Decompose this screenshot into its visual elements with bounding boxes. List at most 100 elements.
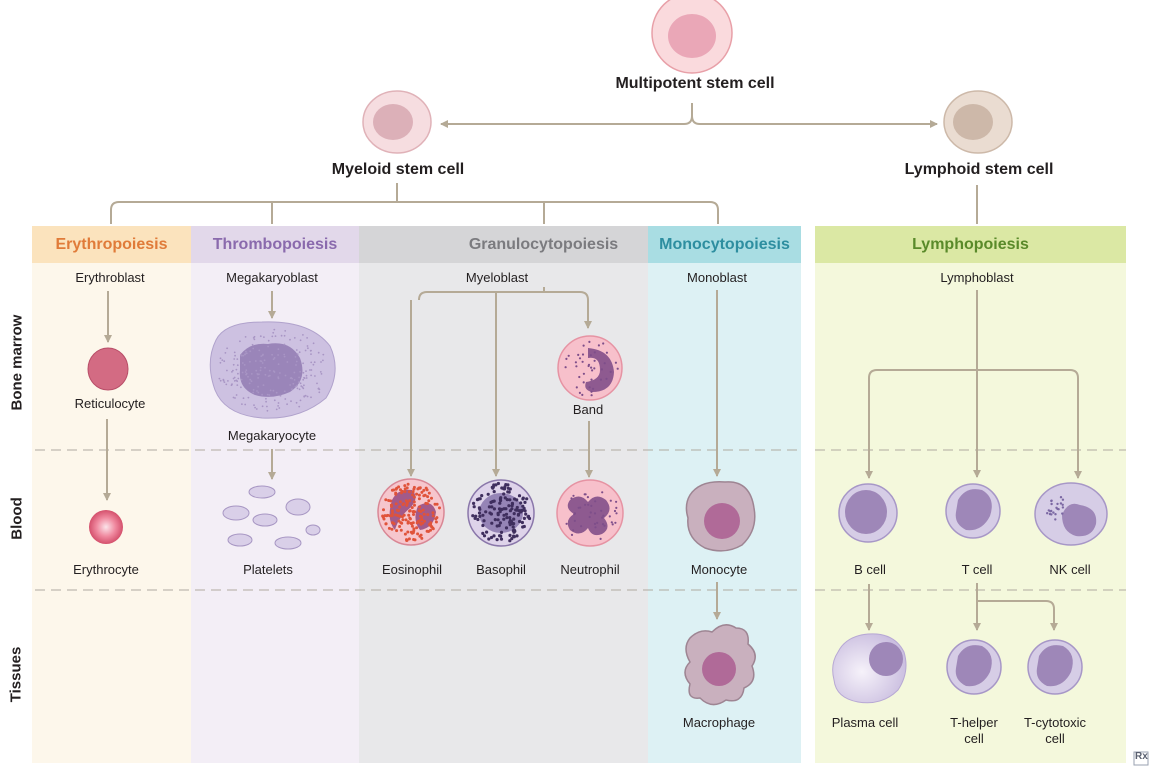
eosinophil-granule	[405, 539, 409, 542]
eosinophil-granule	[417, 509, 421, 513]
megakaryocyte-granule	[245, 369, 248, 372]
megakaryocyte-granule	[296, 384, 298, 387]
megakaryocyte-granule	[222, 378, 225, 381]
basophil-granule	[477, 497, 481, 501]
eosinophil-granule	[410, 524, 414, 528]
erythrocyte-label: Erythrocyte	[73, 562, 139, 577]
myeloid-stem-cell-icon	[362, 90, 432, 154]
band-granule	[581, 353, 585, 356]
neutrophil-granule	[580, 525, 583, 528]
neutrophil-granule	[572, 529, 575, 532]
megakaryocyte-granule	[317, 387, 320, 390]
eosinophil-granule	[394, 502, 398, 506]
basophil-granule	[504, 483, 508, 487]
megakaryocyte-granule	[254, 360, 257, 362]
neutrophil-granule	[590, 504, 593, 507]
megakaryocyte-granule	[295, 360, 298, 363]
basophil-granule	[497, 524, 501, 528]
basophil-granule	[495, 538, 499, 542]
nk-cell-granule	[1059, 502, 1063, 505]
band-granule	[581, 360, 584, 363]
megakaryocyte-granule	[233, 376, 236, 379]
b-cell-label: B cell	[854, 562, 886, 577]
lymphopoiesis-header: Lymphopoiesis	[815, 226, 1126, 263]
megakaryocyte-granule	[320, 373, 323, 375]
eosinophil-granule	[407, 537, 411, 541]
plasma-cell-label: Plasma cell	[831, 715, 899, 730]
eosinophil-granule	[429, 522, 432, 526]
neutrophil-granule	[601, 523, 605, 526]
eosinophil-granule	[415, 521, 419, 525]
megakaryocyte-granule	[257, 377, 259, 379]
megakaryocyte-granule	[253, 404, 255, 406]
megakaryocyte-granule	[298, 405, 301, 408]
nk-cell-granule	[1061, 503, 1064, 506]
megakaryocyte-granule	[307, 347, 309, 350]
b-cell-icon	[838, 483, 898, 543]
megakaryocyte-granule	[266, 409, 269, 412]
basophil-granule	[502, 517, 506, 521]
megakaryocyte-granule	[300, 385, 303, 387]
megakaryocyte-granule	[283, 390, 286, 393]
eosinophil-granule	[403, 532, 407, 536]
eosinophil-granule	[407, 490, 411, 494]
row-label-blood: Blood	[8, 497, 26, 540]
megakaryocyte-granule	[297, 381, 300, 384]
megakaryocyte-granule	[247, 396, 250, 399]
nk-cell-granule	[1047, 509, 1051, 512]
megakaryocyte-granule	[294, 356, 297, 358]
eosinophil-granule	[399, 528, 403, 532]
eosinophil-granule	[415, 492, 419, 496]
band-granule	[591, 369, 594, 372]
basophil-granule	[487, 537, 491, 541]
eosinophil-granule	[413, 503, 416, 507]
megakaryocyte-granule	[226, 369, 228, 372]
megakaryocyte-granule	[277, 354, 279, 356]
eosinophil-granule	[412, 538, 416, 541]
neutrophil-granule	[593, 512, 597, 515]
eosinophil-granule	[415, 526, 419, 530]
basophil-granule	[489, 535, 494, 540]
band-granule	[578, 375, 581, 379]
basophil-granule	[518, 519, 522, 524]
neutrophil-granule	[572, 494, 575, 497]
megakaryocyte-granule	[286, 361, 289, 363]
neutrophil-granule	[614, 521, 617, 524]
band-label: Band	[572, 402, 604, 417]
band-granule	[592, 387, 595, 390]
basophil-granule	[524, 512, 528, 516]
neutrophil-granule	[608, 515, 611, 518]
megakaryocyte-granule	[279, 394, 282, 397]
megakaryocyte-granule	[284, 374, 287, 377]
megakaryocyte-granule	[310, 349, 312, 352]
eosinophil-granule	[407, 513, 411, 517]
eosinophil-granule	[401, 518, 405, 522]
eosinophil-granule	[405, 501, 409, 505]
megakaryocyte-granule	[294, 385, 297, 388]
megakaryocyte-granule	[244, 403, 247, 406]
basophil-granule	[505, 516, 509, 520]
basophil-granule	[526, 515, 530, 519]
eosinophil-granule	[418, 518, 422, 522]
eosinophil-granule	[394, 491, 398, 495]
basophil-granule	[508, 539, 512, 543]
eosinophil-granule	[401, 503, 405, 506]
eosinophil-granule	[426, 495, 430, 499]
basophil-granule	[484, 510, 488, 514]
basophil-granule	[502, 492, 506, 496]
band-granule	[599, 378, 603, 381]
megakaryocyte-granule	[310, 396, 312, 399]
eosinophil-granule	[405, 503, 409, 507]
eosinophil-granule	[406, 482, 410, 486]
myeloblast-branch	[418, 287, 589, 301]
eosinophil-granule	[434, 520, 438, 524]
band-granule	[578, 391, 582, 394]
basophil-granule	[523, 509, 527, 513]
megakaryocyte-granule	[252, 389, 255, 391]
megakaryocyte-granule	[319, 371, 322, 373]
myeloid-bracket	[110, 183, 719, 224]
megakaryocyte-granule	[236, 364, 239, 367]
eosinophil-granule	[431, 514, 435, 518]
basophil-granule	[520, 508, 525, 512]
megakaryocyte-granule	[295, 401, 298, 404]
